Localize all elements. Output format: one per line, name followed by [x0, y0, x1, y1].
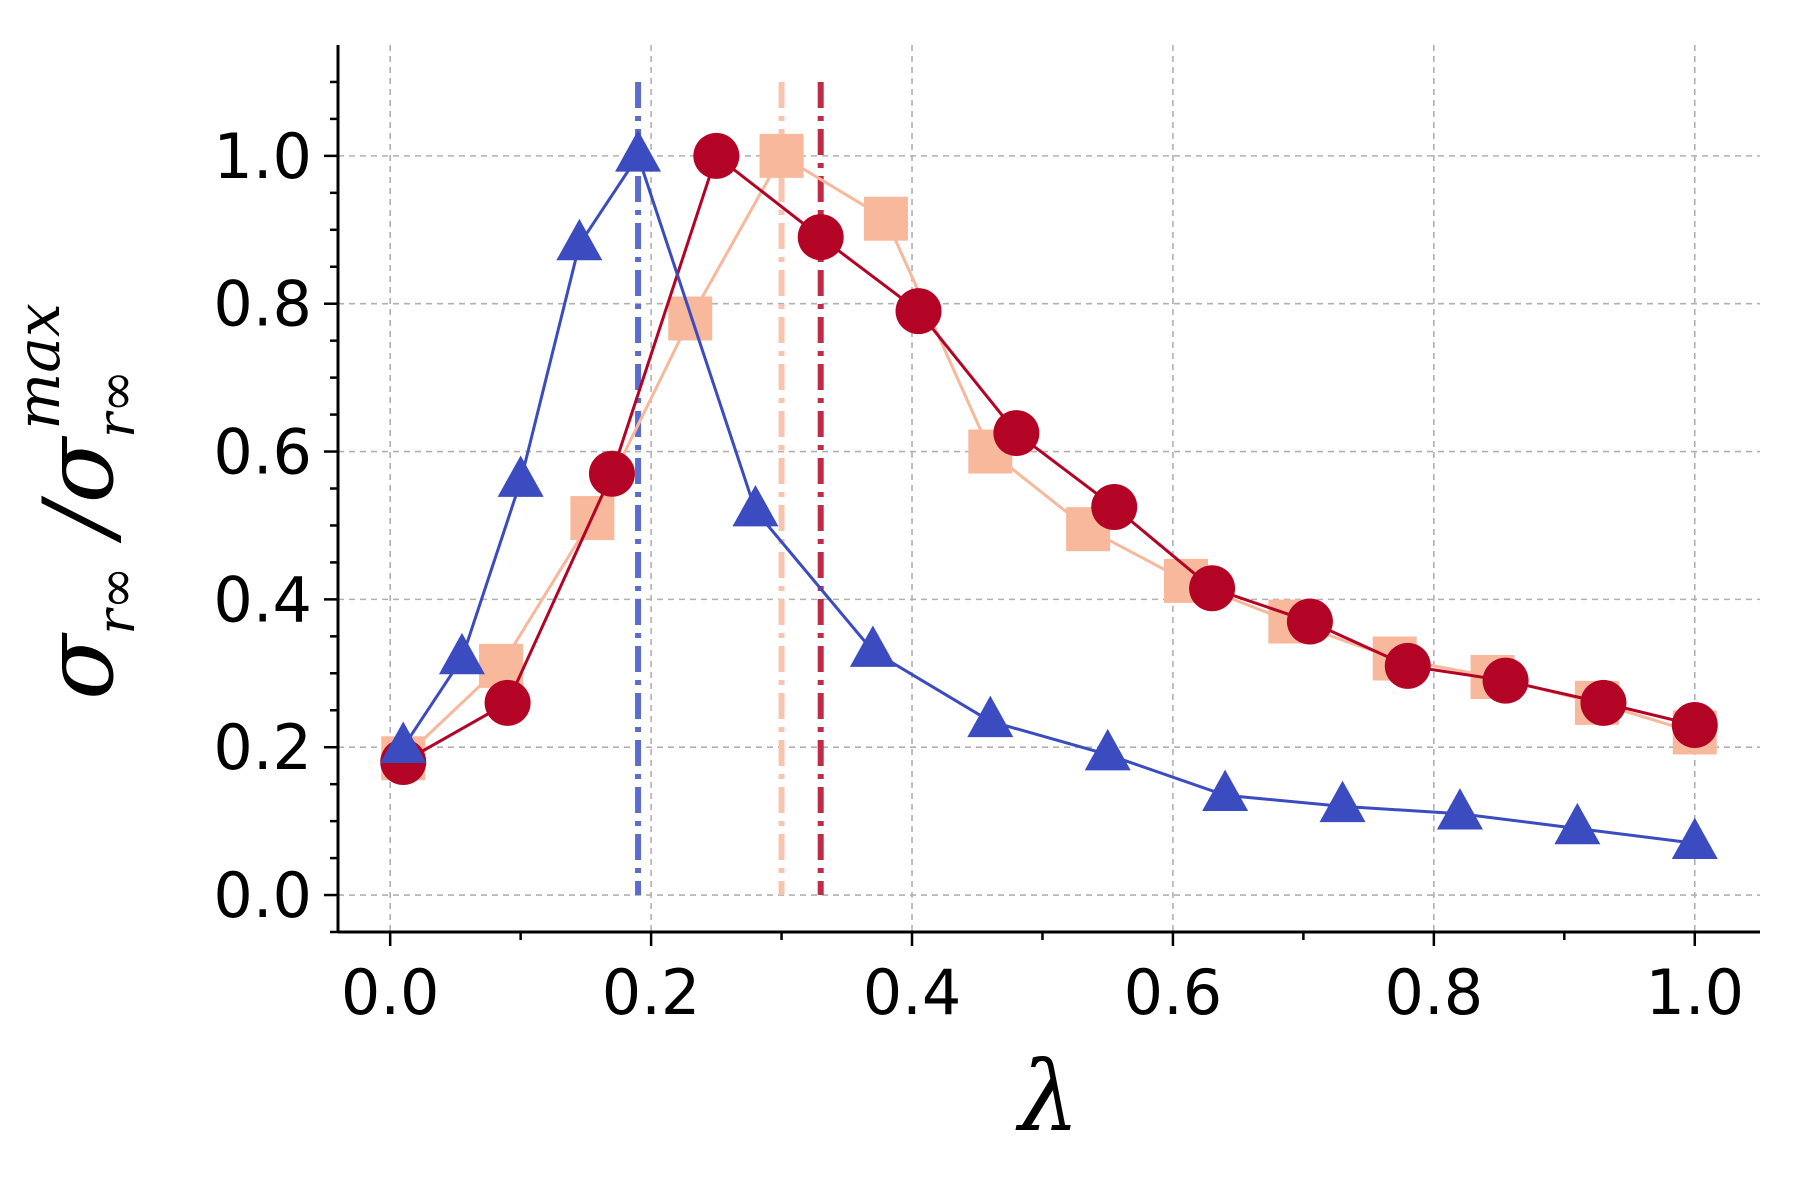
- data-point-triangle: [849, 625, 896, 667]
- data-point-triangle: [1554, 802, 1601, 845]
- y-label-den-sup: max: [4, 303, 74, 430]
- data-point-triangle: [615, 130, 662, 172]
- series-layer: [380, 130, 1718, 860]
- data-point-triangle: [497, 455, 544, 497]
- y-tick-label: 1.0: [213, 120, 312, 193]
- x-tick-label: 0.8: [1385, 956, 1484, 1029]
- series-line-triangle: [401, 152, 1695, 845]
- data-point-circle: [1189, 565, 1236, 612]
- y-label-separator: /: [23, 495, 135, 567]
- series-circle: [380, 132, 1718, 785]
- data-point-square: [668, 296, 713, 341]
- y-label-sigma: σ: [23, 632, 135, 700]
- y-tick-label: 0.4: [213, 563, 312, 636]
- y-axis-label: σr∞ /σr∞max: [4, 303, 147, 700]
- y-tick-label: 0.2: [213, 711, 312, 784]
- data-point-circle: [895, 288, 942, 335]
- data-point-triangle: [556, 218, 603, 261]
- tick-labels: 0.0 0.2 0.4 0.6 0.8 1.0 0.0 0.2 0.4 0.6 0.8 1.0: [213, 120, 1744, 1029]
- data-point-circle: [1091, 483, 1138, 530]
- data-point-square: [759, 133, 804, 178]
- data-point-circle: [1384, 642, 1431, 689]
- data-point-circle: [693, 132, 740, 179]
- data-point-triangle: [1436, 788, 1483, 830]
- y-tick-label: 0.0: [213, 859, 312, 932]
- data-point-circle: [1580, 679, 1627, 726]
- y-label-sigma-denominator: σ: [23, 435, 135, 503]
- data-point-triangle: [1202, 769, 1249, 811]
- x-tick-label: 0.6: [1124, 956, 1223, 1029]
- data-point-square: [863, 196, 908, 241]
- data-point-circle: [1482, 657, 1529, 704]
- x-tick-label: 0.4: [863, 956, 962, 1029]
- data-point-circle: [1671, 702, 1718, 749]
- data-point-circle: [484, 679, 531, 726]
- data-point-triangle: [1671, 817, 1718, 860]
- data-point-triangle: [967, 695, 1014, 738]
- x-tick-label: 1.0: [1645, 956, 1744, 1029]
- data-point-circle: [588, 450, 635, 497]
- y-label-sub: r∞: [87, 566, 147, 634]
- x-axis-label: λ: [1015, 1041, 1080, 1153]
- y-label-den-sub: r∞: [87, 370, 147, 438]
- data-point-circle: [993, 410, 1040, 457]
- data-point-triangle: [1319, 780, 1366, 823]
- vertical-reference-lines: [635, 81, 824, 896]
- series-triangle: [380, 130, 1718, 860]
- x-tick-label: 0.2: [602, 956, 701, 1029]
- data-point-triangle: [438, 632, 485, 675]
- axes: [324, 45, 1760, 946]
- data-point-circle: [797, 214, 844, 261]
- data-point-square: [479, 643, 524, 688]
- data-point-triangle: [1084, 728, 1131, 771]
- y-tick-label: 0.6: [213, 416, 312, 489]
- data-point-triangle: [380, 721, 427, 763]
- data-point-triangle: [732, 485, 779, 527]
- data-point-circle: [1286, 598, 1333, 645]
- grid: [338, 45, 1760, 932]
- y-tick-label: 0.8: [213, 268, 312, 341]
- x-tick-label: 0.0: [341, 956, 440, 1029]
